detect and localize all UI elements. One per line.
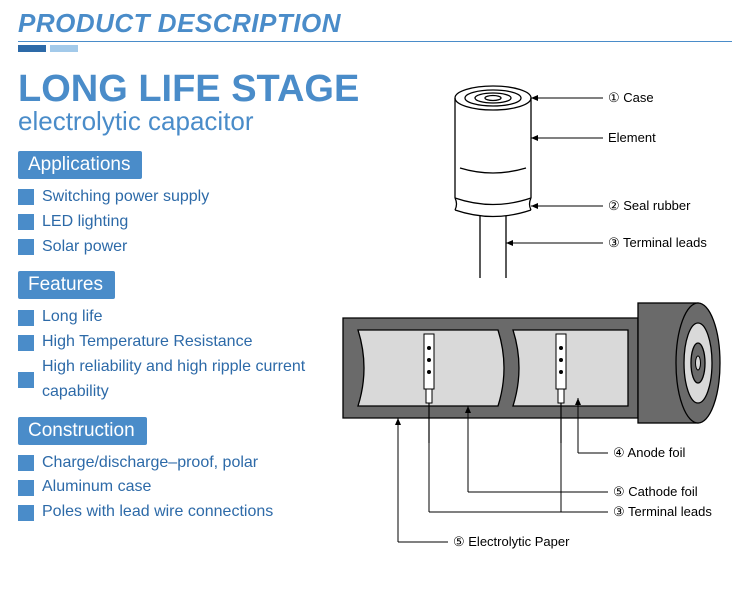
list-item: Aluminum case — [18, 475, 368, 500]
content: LONG LIFE STAGE electrolytic capacitor A… — [0, 54, 750, 539]
sub-heading: electrolytic capacitor — [18, 106, 368, 137]
foil-diagram: ④ Anode foil ⑤ Cathode foil ③ Terminal l… — [338, 298, 738, 558]
list-item: Long life — [18, 305, 368, 330]
label-cathode: ⑤ Cathode foil — [613, 484, 698, 499]
list-item: High Temperature Resistance — [18, 330, 368, 355]
label-element: Element — [608, 130, 656, 145]
label-seal: ② Seal rubber — [608, 198, 691, 213]
header-title: PRODUCT DESCRIPTION — [18, 8, 732, 39]
accent-bars — [18, 45, 732, 52]
accent-bar-light — [50, 45, 78, 52]
list-item: Poles with lead wire connections — [18, 500, 368, 525]
list-item: High reliability and high ripple current… — [18, 355, 368, 405]
list-item: LED lighting — [18, 210, 368, 235]
main-heading: LONG LIFE STAGE — [18, 70, 368, 108]
construction-list: Charge/discharge–proof, polar Aluminum c… — [18, 451, 368, 525]
label-anode: ④ Anode foil — [613, 445, 685, 460]
features-list: Long life High Temperature Resistance Hi… — [18, 305, 368, 404]
list-item: Switching power supply — [18, 185, 368, 210]
list-item: Charge/discharge–proof, polar — [18, 451, 368, 476]
applications-list: Switching power supply LED lighting Sola… — [18, 185, 368, 259]
accent-bar-dark — [18, 45, 46, 52]
left-column: LONG LIFE STAGE electrolytic capacitor A… — [18, 60, 368, 533]
probe-left — [424, 334, 434, 443]
section-applications: Applications — [18, 151, 142, 179]
label-leads: ③ Terminal leads — [608, 235, 707, 250]
header-prefix: PRODUCT — [18, 8, 150, 38]
section-construction: Construction — [18, 417, 147, 445]
capacitor-diagram: ① Case Element ② Seal rubber ③ Terminal … — [398, 68, 718, 293]
label-case: ① Case — [608, 90, 654, 105]
label-paper: ⑤ Electrolytic Paper — [453, 534, 570, 549]
section-features: Features — [18, 271, 115, 299]
probe-right — [556, 334, 566, 443]
header: PRODUCT DESCRIPTION — [0, 0, 750, 54]
label-terminal: ③ Terminal leads — [613, 504, 712, 519]
list-item: Solar power — [18, 235, 368, 260]
header-underline — [18, 41, 732, 42]
right-column: ① Case Element ② Seal rubber ③ Terminal … — [368, 60, 732, 533]
header-suffix: DESCRIPTION — [150, 8, 341, 38]
